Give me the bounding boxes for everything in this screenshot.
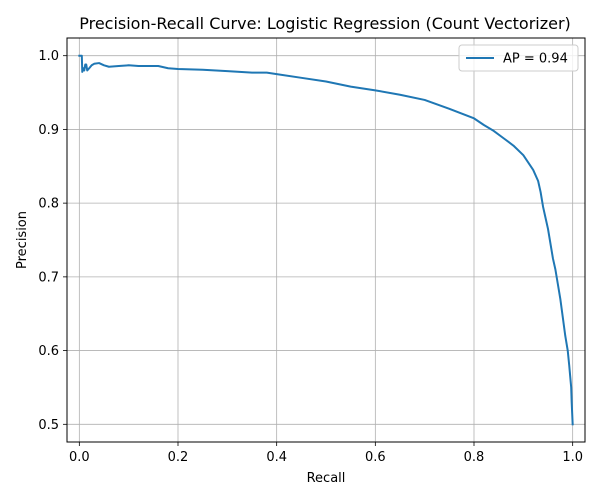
y-tick-label: 0.5 [38,418,59,433]
x-tick-label: 0.0 [69,450,90,465]
plot-frame [66,37,586,443]
y-tick-label: 0.9 [38,123,59,138]
precision-recall-line [78,54,574,426]
chart-title: Precision-Recall Curve: Logistic Regress… [79,14,571,33]
x-tick-label: 0.8 [464,450,485,465]
y-tick-label: 0.6 [38,344,59,359]
legend-box [458,44,579,72]
series-group [78,54,574,426]
grid-lines [67,38,585,442]
y-tick-label: 0.8 [38,197,59,212]
x-axis-ticks: 0.0 0.2 0.4 0.6 0.8 1.0 [69,442,583,465]
y-axis-ticks: 0.5 0.6 0.7 0.8 0.9 1.0 [38,49,67,433]
x-axis-label: Recall [307,471,346,486]
legend-label: AP = 0.94 [503,52,568,67]
x-tick-label: 0.4 [266,450,287,465]
x-tick-label: 1.0 [562,450,583,465]
y-tick-label: 0.7 [38,270,59,285]
x-tick-label: 0.6 [365,450,386,465]
y-axis-label: Precision [15,211,30,269]
legend: AP = 0.94 [458,44,579,72]
y-tick-label: 1.0 [38,49,59,64]
x-tick-label: 0.2 [168,450,189,465]
